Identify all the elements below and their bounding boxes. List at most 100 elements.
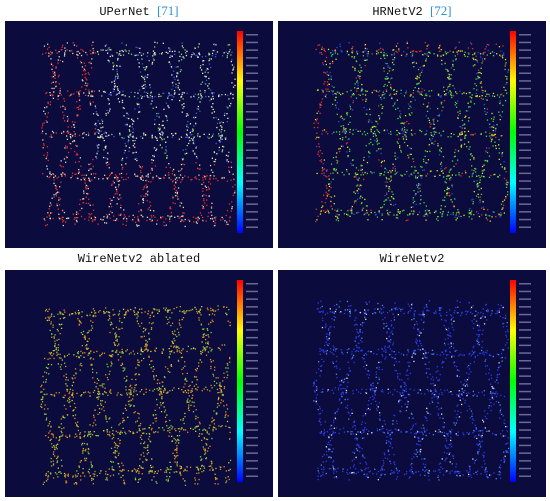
point bbox=[329, 172, 332, 175]
point bbox=[218, 347, 221, 349]
point bbox=[141, 58, 143, 60]
point bbox=[124, 367, 126, 369]
point bbox=[450, 92, 452, 94]
point bbox=[122, 419, 124, 422]
point bbox=[57, 191, 59, 193]
point bbox=[392, 69, 394, 71]
point bbox=[203, 328, 205, 330]
colorbar-label bbox=[246, 360, 258, 362]
point bbox=[483, 52, 485, 54]
point bbox=[198, 435, 200, 437]
point bbox=[114, 456, 116, 458]
point bbox=[142, 467, 144, 469]
point bbox=[167, 105, 169, 107]
point bbox=[217, 402, 219, 405]
point bbox=[120, 54, 122, 56]
point bbox=[195, 415, 197, 417]
point bbox=[321, 170, 323, 172]
point bbox=[51, 136, 53, 138]
point bbox=[205, 442, 207, 445]
point bbox=[210, 205, 213, 208]
point bbox=[390, 86, 392, 88]
point bbox=[214, 477, 217, 479]
point bbox=[469, 42, 472, 44]
point bbox=[65, 373, 67, 375]
point bbox=[205, 69, 208, 71]
point bbox=[387, 312, 389, 314]
point bbox=[121, 352, 123, 354]
point bbox=[229, 324, 231, 327]
point bbox=[178, 322, 180, 324]
point bbox=[396, 99, 398, 101]
point bbox=[150, 181, 152, 183]
point bbox=[58, 439, 60, 442]
point bbox=[138, 373, 140, 375]
point bbox=[181, 219, 183, 221]
point bbox=[446, 314, 448, 316]
point bbox=[163, 138, 165, 140]
point bbox=[473, 158, 475, 160]
point bbox=[418, 313, 420, 316]
point bbox=[53, 349, 55, 352]
point bbox=[109, 370, 111, 372]
point bbox=[89, 314, 91, 316]
point bbox=[217, 118, 220, 121]
point bbox=[121, 321, 123, 324]
point bbox=[449, 78, 451, 80]
point bbox=[482, 175, 485, 178]
point bbox=[453, 69, 455, 71]
point bbox=[164, 416, 167, 418]
point bbox=[485, 213, 487, 216]
point bbox=[369, 114, 371, 116]
point bbox=[211, 202, 213, 204]
point bbox=[388, 132, 390, 135]
point bbox=[406, 120, 408, 123]
point bbox=[474, 52, 476, 54]
point bbox=[506, 76, 508, 78]
point bbox=[393, 54, 395, 56]
point bbox=[475, 168, 477, 170]
point bbox=[204, 348, 206, 350]
point bbox=[472, 198, 474, 200]
point bbox=[80, 395, 82, 397]
point bbox=[83, 198, 85, 200]
point bbox=[138, 66, 140, 68]
point bbox=[57, 363, 59, 365]
point bbox=[171, 350, 173, 352]
point bbox=[145, 193, 147, 195]
point bbox=[70, 133, 72, 135]
point bbox=[88, 198, 90, 200]
point bbox=[76, 425, 78, 427]
point bbox=[438, 115, 440, 117]
point bbox=[148, 356, 150, 358]
point bbox=[51, 94, 53, 96]
point bbox=[128, 403, 130, 405]
point bbox=[319, 311, 321, 313]
point bbox=[160, 137, 163, 139]
point bbox=[171, 173, 173, 175]
point bbox=[321, 53, 323, 55]
point bbox=[176, 445, 178, 447]
point bbox=[82, 352, 84, 354]
point bbox=[69, 401, 71, 403]
point bbox=[206, 346, 208, 348]
point bbox=[94, 473, 96, 475]
point bbox=[205, 220, 207, 222]
point bbox=[133, 95, 136, 98]
point bbox=[326, 74, 328, 76]
point bbox=[496, 310, 498, 312]
point bbox=[415, 51, 417, 53]
point bbox=[340, 209, 342, 211]
point bbox=[168, 356, 170, 358]
point bbox=[487, 310, 489, 313]
point bbox=[183, 220, 185, 222]
point bbox=[73, 140, 76, 142]
point bbox=[211, 218, 214, 220]
point bbox=[447, 85, 449, 88]
point bbox=[170, 212, 172, 214]
point bbox=[390, 175, 392, 178]
point bbox=[219, 387, 221, 389]
point bbox=[61, 175, 63, 177]
point bbox=[326, 195, 328, 197]
point bbox=[475, 310, 477, 312]
